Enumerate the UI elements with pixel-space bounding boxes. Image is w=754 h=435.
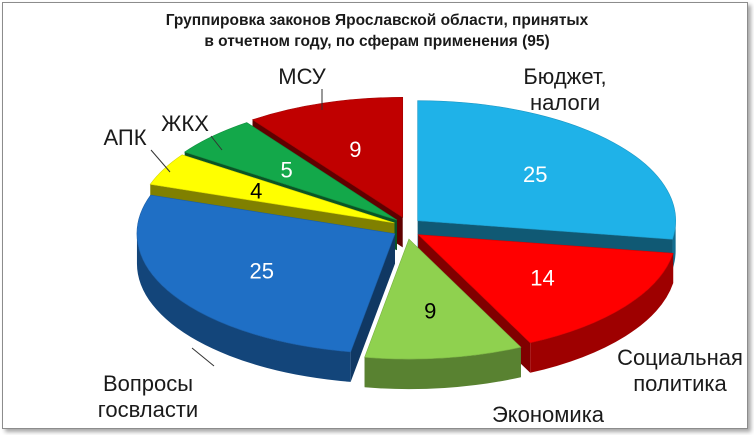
pie-slice (184, 122, 398, 221)
pie-tops (136, 97, 676, 360)
pie-category-label-line: МСУ (278, 64, 326, 89)
pie-value-label: 4 (250, 179, 262, 204)
pie-slice (149, 154, 395, 224)
pie-slice-rim (672, 220, 676, 270)
pie-slice (417, 100, 676, 240)
pie-value-label: 5 (280, 158, 292, 183)
pie-slice (251, 97, 404, 218)
pie-category-label-line: ЖКХ (161, 111, 209, 136)
chart-title-line-1: Группировка законов Ярославской области,… (165, 12, 589, 29)
pie-value-label: 9 (349, 137, 361, 162)
pie-category-label-line: госвласти (98, 397, 198, 422)
pie-category-label: Вопросы госвласти (98, 371, 198, 422)
pie-value-label: 14 (530, 266, 554, 291)
pie-slice (417, 234, 674, 344)
pie-category-label: Бюджет, налоги (523, 64, 606, 115)
pie-slice-wall (350, 233, 395, 382)
chart-title-line-2: в отчетном году, по сферам применения (9… (204, 33, 550, 50)
chart-title: Группировка законов Ярославской области,… (0, 10, 754, 52)
pie-category-label: АПК (103, 125, 146, 150)
pie-category-label: Экономика (492, 402, 605, 427)
pie-slice (364, 238, 522, 360)
pie-leader-line (210, 135, 223, 151)
pie-category-label-line: Вопросы (103, 371, 193, 396)
pie-category-label: МСУ (278, 64, 326, 89)
pie-value-label: 25 (250, 258, 274, 283)
pie-slice (136, 194, 396, 353)
pie-leader-line (191, 347, 215, 367)
pie-value-label: 25 (523, 162, 547, 187)
pie-category-label-line: Бюджет, (523, 64, 606, 89)
pie-category-label-line: политика (633, 371, 727, 396)
pie-category-label-line: Экономика (492, 402, 605, 427)
pie-slice-rim (364, 347, 521, 390)
pie-category-label-line: Социальная (617, 345, 743, 370)
pie-leader-line (150, 149, 171, 173)
pie-category-label-line: АПК (103, 125, 146, 150)
pie-value-label: 9 (424, 298, 436, 323)
pie-category-label-line: налоги (530, 90, 600, 115)
pie-labels: 25 14 9 25 45 9 Бюджет, налоги Социальная политик… (98, 64, 743, 427)
pie-slice-rim (530, 253, 674, 373)
pie-category-label: ЖКХ (161, 111, 209, 136)
pie-category-label: Социальная политика (617, 345, 743, 396)
